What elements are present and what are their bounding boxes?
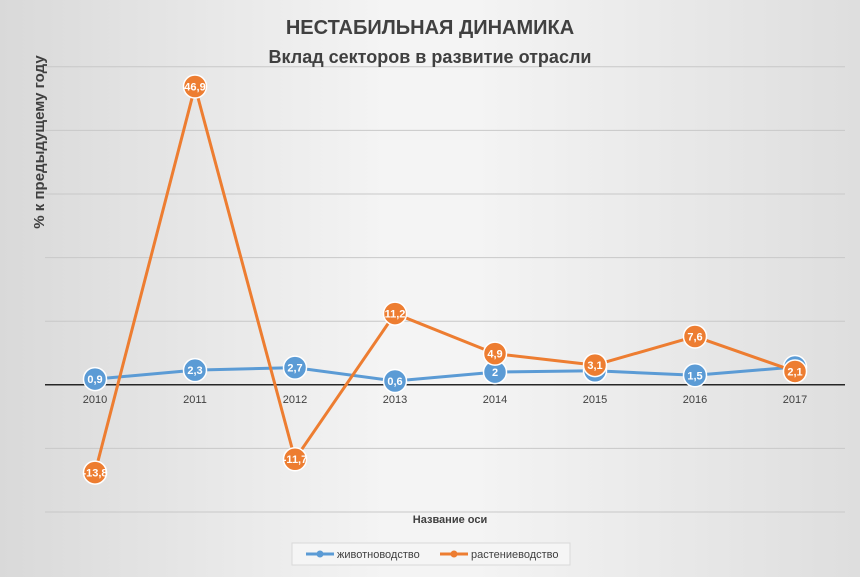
text-layer: НЕСТАБИЛЬНАЯ ДИНАМИКА Вклад секторов в р…: [31, 17, 591, 526]
data-label: 1,5: [687, 370, 702, 382]
legend-swatch-marker: [450, 550, 458, 558]
legend: животноводство растениеводство: [291, 542, 571, 566]
data-label: 2,7: [287, 363, 302, 375]
data-point: [782, 359, 808, 384]
data-point: [82, 366, 108, 392]
x-axis-title: Название оси: [413, 514, 487, 526]
data-label: 4,9: [487, 349, 502, 361]
legend-item: животноводство: [306, 549, 420, 561]
data-point: [482, 341, 508, 366]
x-tick-label: 2016: [683, 394, 707, 406]
data-point: [282, 355, 308, 380]
gridlines: [45, 66, 845, 513]
x-axis: 2010 2011 2012 2013 2014 2015 2016 2017: [45, 384, 845, 406]
x-tick-label: 2017: [783, 394, 807, 406]
data-point: [682, 363, 708, 388]
x-tick-label: 2011: [183, 394, 207, 406]
data-point: [682, 324, 708, 349]
series-line: [93, 85, 796, 473]
data-label: 46,9: [184, 82, 205, 94]
data-label: 3,1: [587, 360, 602, 372]
chart-subtitle: Вклад секторов в развитие отрасли: [269, 47, 592, 67]
x-tick-label: 2013: [383, 394, 407, 406]
series-layer: 0,92,32,70,622,21,52,8-13,846,9-11,711,2…: [82, 74, 808, 485]
data-label: 11,2: [385, 309, 406, 321]
chart-title: НЕСТАБИЛЬНАЯ ДИНАМИКА: [286, 17, 574, 39]
data-label: 2,3: [187, 365, 202, 377]
legend-label: животноводство: [337, 549, 420, 561]
data-label: 0,6: [387, 376, 402, 388]
data-point: [382, 301, 408, 326]
legend-box: [291, 542, 571, 566]
y-axis-title: % к предыдущему году: [31, 55, 48, 229]
data-label: 2,1: [787, 366, 802, 378]
data-point: [382, 368, 408, 394]
x-tick-label: 2014: [483, 394, 507, 406]
data-point: [182, 74, 208, 99]
data-label: 7,6: [687, 331, 702, 343]
x-tick-label: 2012: [283, 394, 307, 406]
series: 0,92,32,70,622,21,52,8: [82, 354, 808, 394]
legend-swatch-marker: [316, 550, 324, 558]
data-label: 0,9: [87, 374, 102, 386]
series: -13,8 46,9 -11,7 11,2 4,9 3,1 7,6 2,1: [82, 74, 808, 485]
data-label: -11,7: [283, 454, 307, 466]
legend-item: растениеводство: [440, 549, 559, 561]
series-line: [94, 365, 796, 383]
data-label: -13,8: [82, 468, 107, 480]
x-tick-label: 2010: [83, 394, 107, 406]
data-point: [82, 460, 108, 485]
data-point: [182, 357, 208, 383]
x-tick-label: 2015: [583, 394, 607, 406]
data-label: 2: [492, 367, 498, 379]
legend-label: растениеводство: [471, 549, 559, 561]
data-point: [582, 352, 608, 378]
data-point: [282, 446, 308, 472]
